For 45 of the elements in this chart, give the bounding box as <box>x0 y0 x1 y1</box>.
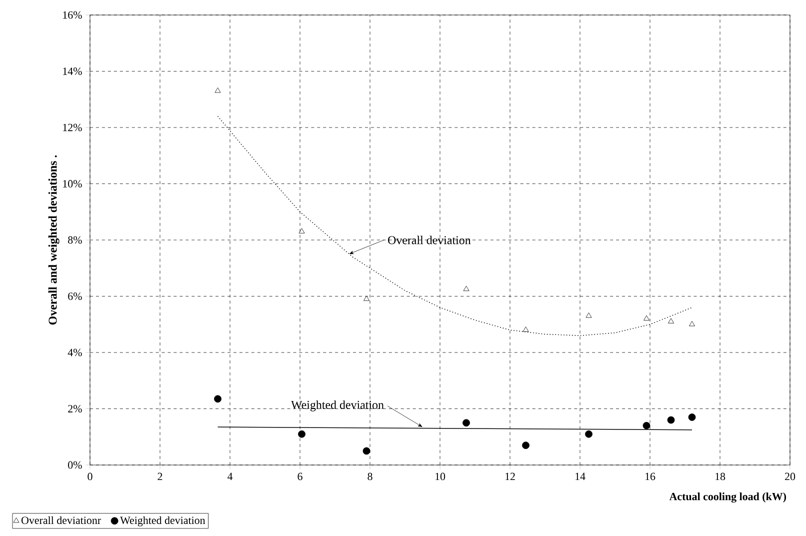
y-tick-label: 12% <box>63 124 82 132</box>
point <box>298 430 306 438</box>
point <box>689 320 695 326</box>
x-tick-label: 0 <box>88 472 92 480</box>
point <box>585 430 592 438</box>
y-tick-label: 6% <box>68 292 82 300</box>
point <box>668 318 674 324</box>
x-tick-label: 2 <box>158 472 162 480</box>
x-tick-label: 12 <box>505 472 515 480</box>
legend-label: Weighted deviation <box>120 516 206 526</box>
annotation: Overall deviation <box>388 236 471 244</box>
x-tick-label: 10 <box>435 472 446 480</box>
point <box>644 315 650 321</box>
point <box>586 312 592 318</box>
y-tick-label: 0% <box>68 461 82 469</box>
point <box>463 286 470 292</box>
y-tick-label: 2% <box>68 405 82 412</box>
annotation: Weighted deviation <box>291 400 384 412</box>
y-tick-label: 16% <box>63 11 82 19</box>
point <box>667 416 675 424</box>
y-tick-label: 4% <box>68 348 82 356</box>
point <box>642 422 650 430</box>
x-tick-label: 4 <box>227 472 233 480</box>
point <box>522 326 529 332</box>
x-tick-label: 20 <box>785 472 796 480</box>
x-tick-label: 18 <box>716 472 726 480</box>
point <box>522 442 530 450</box>
point <box>462 419 470 427</box>
y-tick-label: 10% <box>63 180 82 188</box>
x-axis-title: Actual cooling load (kW) <box>669 492 786 503</box>
point <box>362 447 370 455</box>
y-axis-title: Overall and weighted deviations . <box>48 155 60 325</box>
x-tick-label: 6 <box>298 472 302 480</box>
y-tick-label: 14% <box>63 68 82 75</box>
y-tick-label: 8% <box>68 236 82 244</box>
x-tick-label: 14 <box>575 472 586 480</box>
point <box>214 88 221 93</box>
x-tick-label: 16 <box>645 472 656 480</box>
point <box>214 395 222 403</box>
point <box>688 413 696 421</box>
point <box>298 228 305 234</box>
point <box>364 296 370 301</box>
x-tick-label: 8 <box>368 472 372 480</box>
legend-label: Overall deviationr <box>21 516 101 524</box>
line-series <box>217 116 692 336</box>
